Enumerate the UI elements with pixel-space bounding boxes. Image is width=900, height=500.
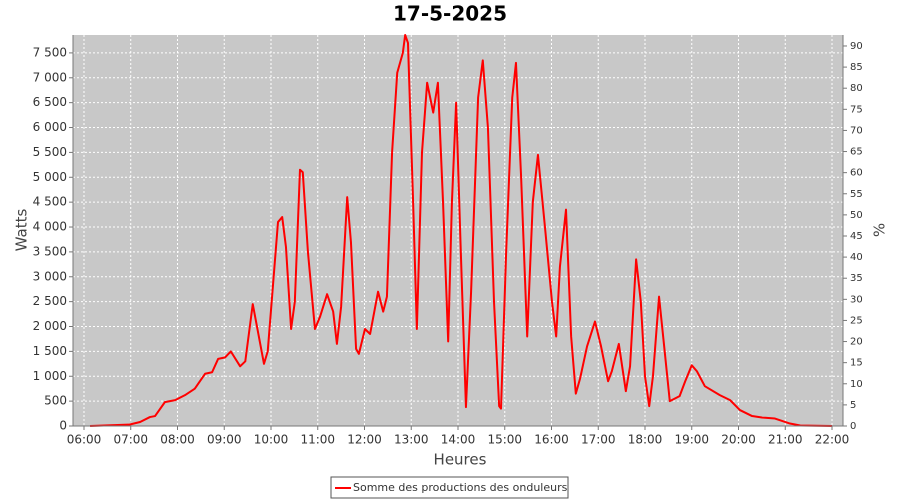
x-tick-label: 12:00 xyxy=(347,433,382,447)
chart-title: 17-5-2025 xyxy=(393,2,507,26)
y2-tick-label: 45 xyxy=(850,231,863,242)
y-tick-label: 4 500 xyxy=(33,195,67,209)
y2-tick-label: 30 xyxy=(850,294,863,305)
x-tick-label: 18:00 xyxy=(628,433,663,447)
y2-tick-label: 10 xyxy=(850,379,863,390)
y-axis-title: Watts xyxy=(13,209,31,252)
y-tick-label: 2 500 xyxy=(33,294,67,308)
y-tick-label: 500 xyxy=(44,394,67,408)
x-tick-label: 09:00 xyxy=(207,433,242,447)
legend xyxy=(330,476,569,499)
x-tick-label: 15:00 xyxy=(487,433,522,447)
y2-tick-label: 55 xyxy=(850,189,863,200)
y2-tick-label: 20 xyxy=(850,337,863,348)
x-tick-label: 07:00 xyxy=(113,433,148,447)
y-tick-label: 4 000 xyxy=(33,220,67,234)
x-tick-label: 08:00 xyxy=(160,433,195,447)
x-tick-label: 16:00 xyxy=(534,433,569,447)
y-tick-label: 6 000 xyxy=(33,120,67,134)
x-tick-label: 21:00 xyxy=(768,433,803,447)
x-tick-label: 13:00 xyxy=(394,433,429,447)
x-tick-label: 20:00 xyxy=(721,433,756,447)
y2-tick-label: 90 xyxy=(850,41,863,52)
y-tick-label: 5 500 xyxy=(33,145,67,159)
y2-tick-label: 5 xyxy=(850,400,856,411)
y-tick-label: 3 500 xyxy=(33,244,67,258)
y2-tick-label: 65 xyxy=(850,147,863,158)
x-tick-label: 10:00 xyxy=(254,433,289,447)
y-tick-label: 1 500 xyxy=(33,344,67,358)
y-tick-label: 7 000 xyxy=(33,70,67,84)
y2-tick-label: 15 xyxy=(850,358,863,369)
x-tick-label: 06:00 xyxy=(67,433,102,447)
y-tick-label: 0 xyxy=(59,419,67,433)
y2-tick-label: 80 xyxy=(850,83,863,94)
y-tick-label: 6 500 xyxy=(33,95,67,109)
y2-tick-label: 50 xyxy=(850,210,863,221)
y2-tick-label: 85 xyxy=(850,62,863,73)
x-axis-title: Heures xyxy=(434,451,487,469)
y2-tick-label: 60 xyxy=(850,168,863,179)
y2-tick-label: 70 xyxy=(850,125,863,136)
x-tick-label: 17:00 xyxy=(581,433,616,447)
x-tick-label: 22:00 xyxy=(815,433,850,447)
y2-tick-label: 75 xyxy=(850,104,863,115)
y2-tick-label: 0 xyxy=(850,421,856,432)
y-tick-label: 5 000 xyxy=(33,170,67,184)
x-tick-label: 14:00 xyxy=(441,433,476,447)
y-tick-label: 1 000 xyxy=(33,369,67,383)
y-tick-label: 3 000 xyxy=(33,269,67,283)
y-tick-label: 7 500 xyxy=(33,45,67,59)
y2-axis-title: % xyxy=(871,223,889,237)
y-tick-label: 2 000 xyxy=(33,319,67,333)
x-tick-label: 11:00 xyxy=(300,433,335,447)
y2-tick-label: 35 xyxy=(850,273,863,284)
y2-tick-label: 25 xyxy=(850,315,863,326)
line-series xyxy=(90,34,833,427)
legend-label: Somme des productions des onduleurs xyxy=(353,481,568,494)
y2-tick-label: 40 xyxy=(850,252,863,263)
x-tick-label: 19:00 xyxy=(674,433,709,447)
